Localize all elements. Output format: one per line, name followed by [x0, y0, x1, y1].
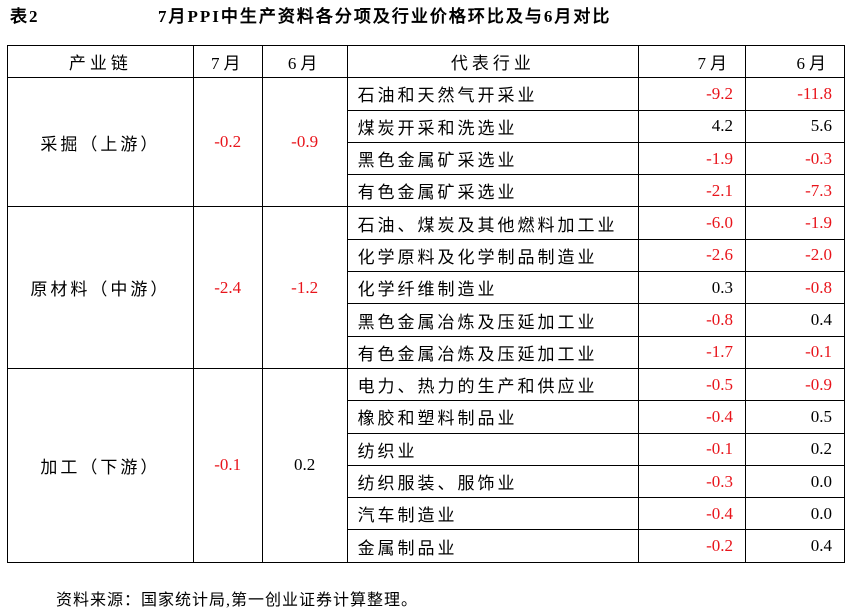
value-jul: -0.4	[638, 497, 747, 531]
value-jul: -0.2	[638, 529, 747, 563]
row: 纺织服装、服饰业 -0.3 0.0	[8, 464, 845, 499]
row: 采掘（上游） -0.2 -0.9 石油和天然气开采业 -9.2 -11.8	[7, 77, 845, 208]
value-jun: 0.2	[745, 432, 845, 466]
header-cell: 7月	[192, 44, 263, 79]
row: 金属制品业 -0.2 0.4	[8, 529, 845, 563]
industry: 有色金属矿采选业	[346, 174, 640, 208]
value-jul: 4.2	[638, 109, 747, 143]
industry: 化学原料及化学制品制造业	[346, 238, 640, 273]
industry: 煤炭开采和洗选业	[346, 109, 640, 143]
value-jul: -2.6	[638, 238, 747, 273]
value-jul: -6.0	[638, 206, 747, 240]
industry: 电力、热力的生产和供应业	[346, 367, 640, 402]
row: 黑色金属矿采选业 -1.9 -0.3	[8, 141, 845, 176]
group-jun: 0.2	[261, 367, 348, 563]
row: 原材料（中游） -2.4 -1.2 石油、煤炭及其他燃料加工业 -6.0 -1.9	[7, 206, 845, 369]
value-jun: 5.6	[745, 109, 845, 143]
value-jun: -0.3	[745, 141, 845, 176]
industry: 黑色金属矿采选业	[346, 141, 640, 176]
industry: 纺织业	[346, 432, 640, 466]
industry: 石油、煤炭及其他燃料加工业	[346, 206, 640, 240]
row: 纺织业 -0.1 0.2	[8, 432, 845, 466]
row: 有色金属矿采选业 -2.1 -7.3	[8, 174, 845, 208]
value-jul: -0.5	[638, 367, 747, 402]
value-jun: -11.8	[745, 77, 845, 111]
row: 煤炭开采和洗选业 4.2 5.6	[8, 109, 845, 143]
value-jun: 0.0	[745, 464, 845, 499]
group-jul: -0.2	[192, 77, 263, 208]
industry: 黑色金属冶炼及压延加工业	[346, 303, 640, 337]
group-name: 原材料（中游）	[7, 206, 194, 369]
value-jun: -2.0	[745, 238, 845, 273]
value-jun: 0.5	[745, 400, 845, 434]
value-jun: -7.3	[745, 174, 845, 208]
title: 表2 7月PPI中生产资料各分项及行业价格环比及与6月对比	[10, 2, 609, 27]
group-jun: -0.9	[261, 77, 348, 208]
value-jun: 0.4	[745, 303, 845, 337]
value-jul: 0.3	[638, 271, 747, 305]
group-jun: -1.2	[261, 206, 348, 369]
industry: 金属制品业	[346, 529, 640, 563]
header-row: 产业链 7月 6月 代表行业 7月 6月	[7, 44, 845, 79]
value-jul: -1.7	[638, 335, 747, 369]
table: 产业链 7月 6月 代表行业 7月 6月 采掘（上游） -0.2 -0.9 石油和天然气开采业 -9…	[7, 44, 845, 563]
industry: 化学纤维制造业	[346, 271, 640, 305]
value-jun: 0.0	[745, 497, 845, 531]
row: 有色金属冶炼及压延加工业 -1.7 -0.1	[8, 335, 845, 369]
value-jun: -0.1	[745, 335, 845, 369]
group-name: 加工（下游）	[7, 367, 194, 563]
value-jul: -2.1	[638, 174, 747, 208]
value-jun: -0.8	[745, 271, 845, 305]
group-jul: -0.1	[192, 367, 263, 563]
header-cell: 7月	[638, 44, 747, 79]
value-jul: -0.8	[638, 303, 747, 337]
header-cell: 6月	[745, 44, 845, 79]
header-cell: 6月	[261, 44, 348, 79]
industry: 纺织服装、服饰业	[346, 464, 640, 499]
value-jul: -1.9	[638, 141, 747, 176]
row: 加工（下游） -0.1 0.2 电力、热力的生产和供应业 -0.5 -0.9	[7, 367, 845, 563]
source-note: 资料来源：国家统计局,第一创业证券计算整理。	[56, 592, 419, 609]
header-cell: 产业链	[7, 44, 194, 79]
title-label: 表2	[10, 7, 40, 26]
title-text: 7月PPI中生产资料各分项及行业价格环比及与6月对比	[158, 7, 612, 26]
row: 黑色金属冶炼及压延加工业 -0.8 0.4	[8, 303, 845, 337]
row: 橡胶和塑料制品业 -0.4 0.5	[8, 400, 845, 434]
value-jun: -1.9	[745, 206, 845, 240]
value-jun: 0.4	[745, 529, 845, 563]
value-jul: -0.1	[638, 432, 747, 466]
industry: 石油和天然气开采业	[346, 77, 640, 111]
value-jun: -0.9	[745, 367, 845, 402]
row: 汽车制造业 -0.4 0.0	[8, 497, 845, 531]
row: 化学纤维制造业 0.3 -0.8	[8, 271, 845, 305]
group-jul: -2.4	[192, 206, 263, 369]
industry: 橡胶和塑料制品业	[346, 400, 640, 434]
row: 化学原料及化学制品制造业 -2.6 -2.0	[8, 238, 845, 273]
value-jul: -0.4	[638, 400, 747, 434]
value-jul: -9.2	[638, 77, 747, 111]
industry: 汽车制造业	[346, 497, 640, 531]
header-cell: 代表行业	[346, 44, 640, 79]
value-jul: -0.3	[638, 464, 747, 499]
group-name: 采掘（上游）	[7, 77, 194, 208]
industry: 有色金属冶炼及压延加工业	[346, 335, 640, 369]
